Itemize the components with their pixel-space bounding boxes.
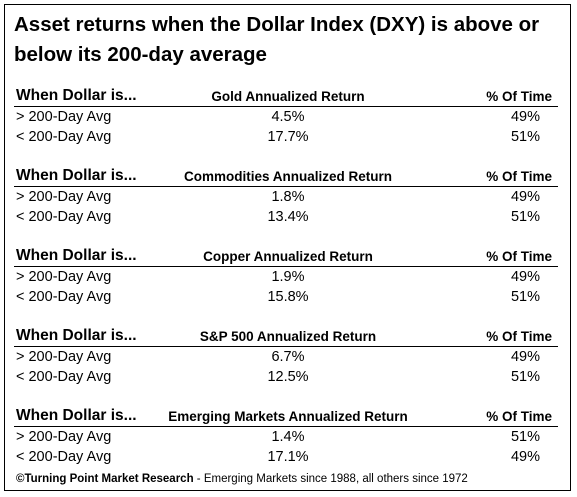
sp500-table: When Dollar is... S&P 500 Annualized Ret… — [14, 326, 558, 387]
return-cell: 12.5% — [267, 369, 309, 385]
time-cell: 49% — [510, 349, 540, 365]
return-cell: 15.8% — [267, 289, 309, 305]
return-cell: 17.1% — [267, 449, 309, 465]
return-cell: 17.7% — [267, 129, 309, 145]
return-cell: 13.4% — [267, 209, 309, 225]
return-header: Emerging Markets Annualized Return — [168, 409, 408, 424]
table-frame — [4, 4, 571, 491]
emerging-markets-table: When Dollar is... Emerging Markets Annua… — [14, 406, 558, 467]
condition-header: When Dollar is... — [16, 327, 137, 344]
gold-table: When Dollar is... Gold Annualized Return… — [14, 86, 558, 147]
time-cell: 51% — [510, 209, 540, 225]
table-header: When Dollar is... Copper Annualized Retu… — [14, 246, 558, 267]
time-cell: 51% — [510, 369, 540, 385]
copper-table: When Dollar is... Copper Annualized Retu… — [14, 246, 558, 307]
table-row: < 200-Day Avg 13.4% 51% — [14, 207, 558, 227]
time-cell: 49% — [510, 189, 540, 205]
return-cell: 1.9% — [271, 269, 305, 285]
condition-header: When Dollar is... — [16, 87, 137, 104]
condition-cell: < 200-Day Avg — [16, 209, 112, 225]
time-cell: 49% — [510, 449, 540, 465]
return-header: Commodities Annualized Return — [183, 169, 392, 184]
table-row: > 200-Day Avg 6.7% 49% — [14, 347, 558, 367]
source-credit: ©Turning Point Market Research — [16, 473, 194, 485]
condition-header: When Dollar is... — [16, 407, 137, 424]
table-header: When Dollar is... Emerging Markets Annua… — [14, 406, 558, 427]
time-cell: 51% — [510, 429, 540, 445]
condition-cell: > 200-Day Avg — [16, 109, 112, 125]
time-header: % Of Time — [486, 409, 552, 424]
condition-cell: > 200-Day Avg — [16, 349, 112, 365]
footnote-text: - Emerging Markets since 1988, all other… — [193, 473, 468, 485]
table-header: When Dollar is... S&P 500 Annualized Ret… — [14, 326, 558, 347]
condition-header: When Dollar is... — [16, 247, 137, 264]
table-row: < 200-Day Avg 17.7% 51% — [14, 127, 558, 147]
condition-cell: > 200-Day Avg — [16, 269, 112, 285]
condition-header: When Dollar is... — [16, 167, 137, 184]
condition-cell: < 200-Day Avg — [16, 449, 112, 465]
commodities-table: When Dollar is... Commodities Annualized… — [14, 166, 558, 227]
time-cell: 51% — [510, 289, 540, 305]
condition-cell: > 200-Day Avg — [16, 189, 112, 205]
condition-cell: > 200-Day Avg — [16, 429, 112, 445]
table-row: > 200-Day Avg 4.5% 49% — [14, 107, 558, 127]
time-header: % Of Time — [486, 249, 552, 264]
return-cell: 6.7% — [271, 349, 305, 365]
return-cell: 1.8% — [271, 189, 305, 205]
return-header: S&P 500 Annualized Return — [199, 329, 377, 344]
return-cell: 1.4% — [271, 429, 305, 445]
table-header: When Dollar is... Commodities Annualized… — [14, 166, 558, 187]
table-row: < 200-Day Avg 12.5% 51% — [14, 367, 558, 387]
time-header: % Of Time — [486, 89, 552, 104]
table-header: When Dollar is... Gold Annualized Return… — [14, 86, 558, 107]
table-row: < 200-Day Avg 15.8% 51% — [14, 287, 558, 307]
time-header: % Of Time — [486, 329, 552, 344]
return-header: Copper Annualized Return — [203, 249, 373, 264]
table-row: < 200-Day Avg 17.1% 49% — [14, 447, 558, 467]
time-cell: 49% — [510, 109, 540, 125]
condition-cell: < 200-Day Avg — [16, 369, 112, 385]
page-title: Asset returns when the Dollar Index (DXY… — [14, 13, 540, 66]
condition-cell: < 200-Day Avg — [16, 129, 112, 145]
table-row: > 200-Day Avg 1.8% 49% — [14, 187, 558, 207]
time-header: % Of Time — [486, 169, 552, 184]
table-row: > 200-Day Avg 1.4% 51% — [14, 427, 558, 447]
table-row: > 200-Day Avg 1.9% 49% — [14, 267, 558, 287]
time-cell: 51% — [510, 129, 540, 145]
source-footnote: ©Turning Point Market Research - Emergin… — [16, 472, 468, 486]
time-cell: 49% — [510, 269, 540, 285]
condition-cell: < 200-Day Avg — [16, 289, 112, 305]
return-header: Gold Annualized Return — [211, 89, 365, 104]
return-cell: 4.5% — [271, 109, 305, 125]
